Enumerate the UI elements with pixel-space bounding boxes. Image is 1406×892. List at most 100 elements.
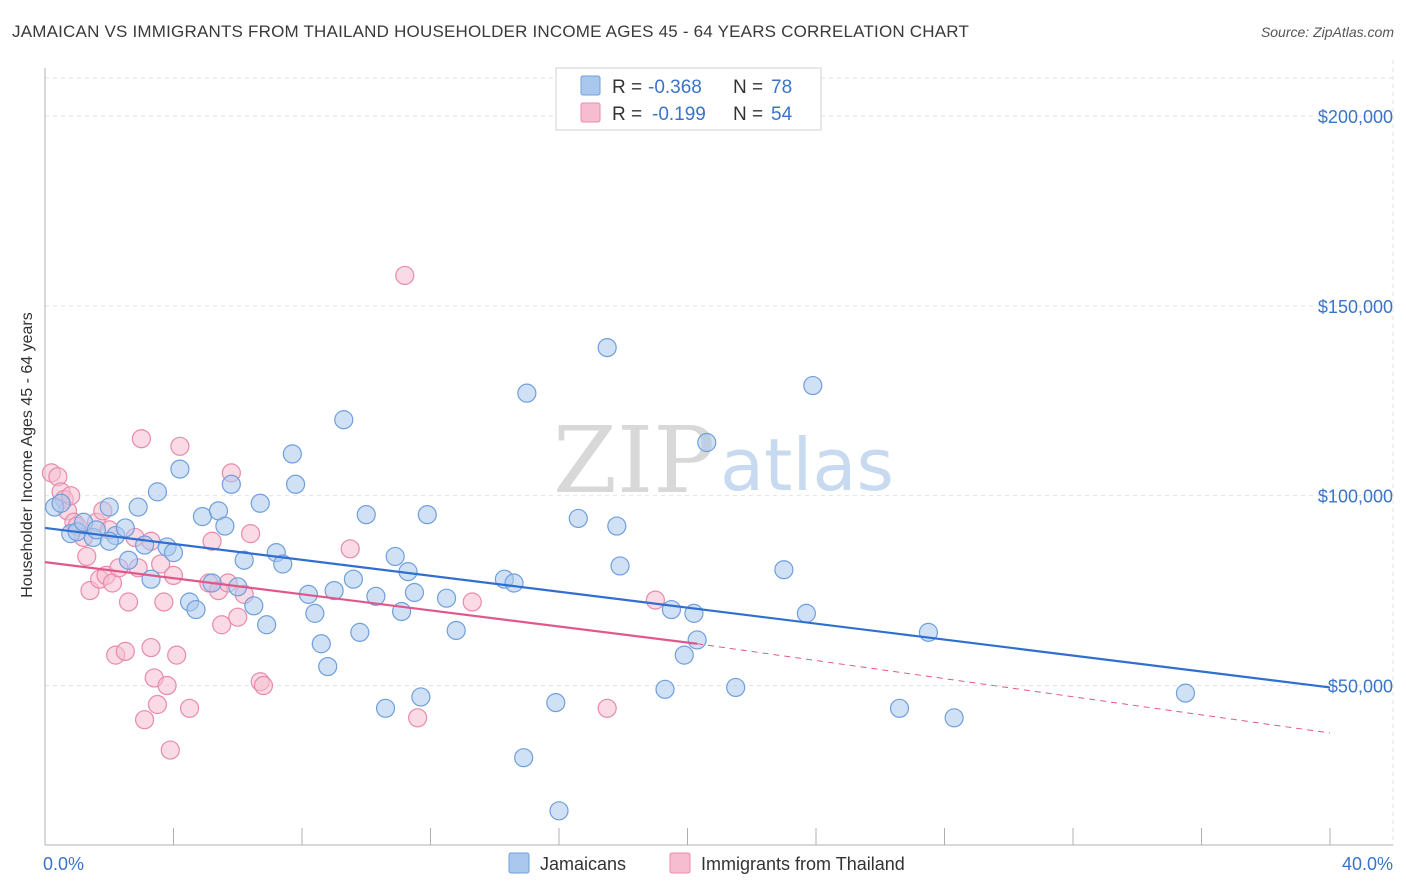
- jamaican-point: [163, 543, 184, 563]
- thailand-point: [395, 265, 415, 286]
- jamaican-point: [674, 645, 694, 665]
- jamaican-point: [170, 459, 190, 479]
- thailand-point: [131, 429, 151, 449]
- series-legend-label-thailand: Immigrants from Thailand: [701, 854, 905, 874]
- thailand-point: [154, 592, 174, 612]
- jamaican-point: [118, 550, 139, 570]
- jamaican-point: [51, 493, 71, 513]
- jamaican-point: [796, 603, 816, 623]
- jamaican-point: [221, 474, 241, 494]
- jamaican-point: [273, 554, 293, 574]
- watermark: ZIP atlas: [553, 407, 894, 514]
- jamaican-point: [944, 708, 964, 728]
- jamaican-point: [234, 550, 254, 570]
- jamaican-point: [192, 506, 213, 527]
- thailand-point: [77, 546, 97, 567]
- legend-swatch-jamaicans: [580, 75, 601, 96]
- legend-n-value-0: 78: [771, 77, 792, 98]
- thailand-point: [157, 675, 177, 696]
- thailand-point: [202, 531, 222, 551]
- legend-r-label-1: R =: [612, 104, 642, 125]
- thailand-point: [147, 694, 168, 715]
- jamaican-point: [568, 508, 588, 529]
- jamaican-point: [661, 599, 682, 620]
- trend-line-pink: [697, 643, 1331, 734]
- thailand-point: [212, 615, 232, 635]
- y-tick-label: $50,000: [1328, 677, 1393, 697]
- legend-n-label-1: N =: [733, 104, 763, 125]
- thailand-point: [141, 637, 161, 658]
- jamaican-point: [1175, 683, 1196, 703]
- thailand-point: [167, 645, 187, 665]
- jamaican-point: [610, 556, 630, 576]
- axes: [44, 68, 1393, 846]
- jamaican-point: [250, 493, 270, 513]
- y-tick-label: $100,000: [1318, 487, 1393, 507]
- jamaican-point: [141, 569, 161, 589]
- thailand-point: [134, 710, 155, 730]
- jamaican-point: [774, 560, 794, 580]
- jamaican-point: [366, 586, 386, 606]
- jamaican-point: [99, 497, 119, 517]
- jamaican-point: [697, 432, 717, 453]
- jamaican-point: [282, 444, 302, 464]
- tick-labels: $50,000 $100,000 $150,000 $200,000 0.0% 40.0%: [43, 107, 1393, 874]
- watermark-zip: ZIP: [553, 407, 715, 514]
- thailand-point: [340, 539, 360, 559]
- jamaican-point: [417, 505, 437, 525]
- jamaican-point: [257, 615, 277, 635]
- series-jamaicans-points: [45, 337, 1196, 821]
- legend-r-label-0: R =: [612, 77, 642, 98]
- y-tick-label: $150,000: [1318, 297, 1393, 317]
- thailand-point: [179, 698, 200, 718]
- y-tick-label: $200,000: [1318, 107, 1393, 127]
- jamaican-point: [726, 677, 746, 698]
- thailand-point: [597, 698, 617, 718]
- thailand-point: [253, 675, 274, 696]
- series-legend-swatch-thailand: [669, 852, 691, 874]
- series-legend-label-jamaicans: Jamaicans: [540, 854, 626, 874]
- jamaican-point: [446, 620, 466, 641]
- jamaican-point: [215, 516, 235, 536]
- thailand-point: [408, 708, 428, 728]
- trend-lines: [44, 526, 1331, 734]
- x-tick-label-max: 40.0%: [1342, 854, 1393, 874]
- jamaican-point: [343, 569, 363, 589]
- legend-r-value-0: -0.368: [648, 77, 702, 98]
- jamaican-point: [318, 656, 338, 677]
- jamaican-point: [128, 497, 148, 517]
- legend-swatch-thailand: [580, 102, 601, 123]
- trend-line-pink: [44, 561, 698, 645]
- jamaican-point: [549, 801, 569, 821]
- jamaican-point: [889, 698, 910, 718]
- jamaican-point: [607, 516, 627, 536]
- thailand-point: [241, 524, 261, 544]
- trend-line-blue: [44, 526, 1331, 689]
- jamaican-point: [324, 580, 344, 601]
- thailand-point: [645, 590, 665, 610]
- jamaican-point: [147, 482, 168, 502]
- source-label: Source: ZipAtlas.com: [1260, 24, 1394, 40]
- series-legend: Jamaicans Immigrants from Thailand: [508, 852, 905, 874]
- thailand-point: [163, 565, 184, 586]
- jamaican-point: [375, 698, 396, 718]
- chart-title: JAMAICAN VS IMMIGRANTS FROM THAILAND HOU…: [12, 22, 970, 41]
- jamaican-point: [244, 596, 264, 616]
- thailand-point: [151, 554, 171, 574]
- legend-r-value-1: -0.199: [652, 104, 706, 125]
- jamaican-point: [803, 375, 823, 396]
- thailand-point: [462, 592, 482, 612]
- jamaican-point: [687, 630, 707, 650]
- jamaican-point: [115, 518, 135, 538]
- jamaican-point: [356, 505, 376, 525]
- jamaican-point: [186, 599, 206, 620]
- jamaican-point: [655, 679, 675, 699]
- legend-n-value-1: 54: [771, 104, 793, 125]
- jamaican-point: [404, 582, 425, 603]
- jamaican-point: [334, 410, 354, 430]
- jamaican-point: [504, 573, 524, 593]
- series-legend-swatch-jamaicans: [508, 852, 530, 874]
- jamaican-point: [411, 687, 431, 707]
- thailand-point: [118, 592, 139, 612]
- thailand-point: [228, 607, 248, 627]
